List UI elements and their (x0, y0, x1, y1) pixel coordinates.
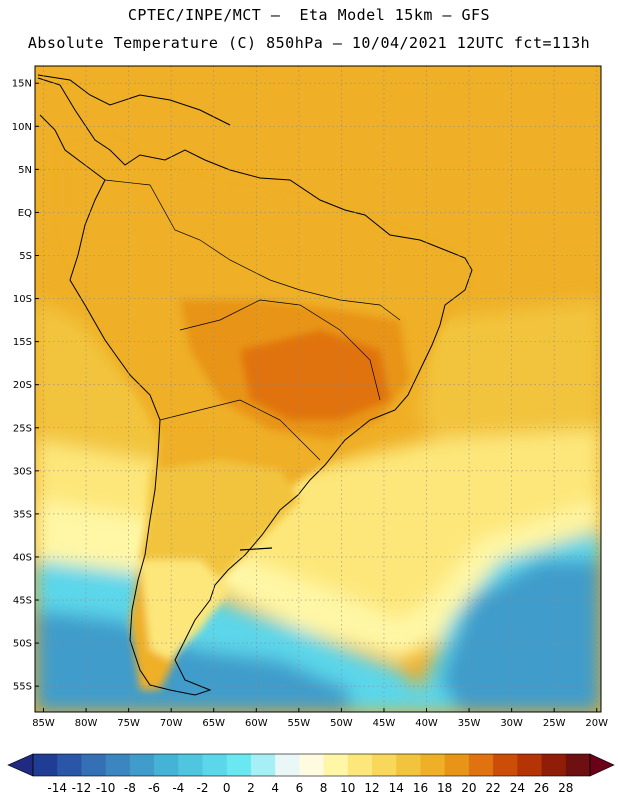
colorbar-label: 4 (271, 781, 279, 795)
southeast-colder-pool (440, 560, 601, 712)
colorbar-label: -4 (172, 781, 184, 795)
country-border-north (104, 179, 401, 321)
longitude-label: 85W (32, 718, 55, 729)
colorbar-swatch (299, 754, 325, 776)
colorbar-swatch (517, 754, 543, 776)
colorbar-swatch (226, 754, 252, 776)
longitude-label: 70W (160, 718, 183, 729)
latitude-label: 35S (13, 509, 32, 520)
colorbar-swatch (372, 754, 397, 776)
colorbar-swatch (275, 754, 300, 776)
colorbar-label: 28 (558, 781, 573, 795)
colorbar-swatch (105, 754, 131, 776)
latitude-label: 15S (13, 337, 32, 348)
colorbar-label: 8 (320, 781, 328, 795)
colorbar-swatch (565, 754, 591, 776)
colorbar-swatch (493, 754, 518, 776)
longitude-label: 65W (202, 718, 225, 729)
southwest-colder-pool (35, 610, 350, 712)
colorbar-label: -14 (47, 781, 67, 795)
colorbar-outline (32, 753, 591, 777)
latitude-label: 10S (13, 294, 32, 305)
colorbar-label: 6 (296, 781, 304, 795)
latitude-label: 20S (13, 380, 32, 391)
country-border-central (179, 299, 381, 401)
longitude-label: 40W (415, 718, 438, 729)
latitude-label: 5N (18, 165, 32, 176)
latitude-label: 25S (13, 423, 32, 434)
longitude-label: 35W (458, 718, 481, 729)
latitude-label: 30S (13, 466, 32, 477)
latitude-label: 15N (12, 79, 32, 90)
colorbar-high-arrow (589, 753, 615, 777)
longitude-label: 80W (75, 718, 98, 729)
colorbar-label: -12 (72, 781, 92, 795)
latitude-label: 40S (13, 552, 32, 563)
latitude-labels: 15N 10N 5N EQ 5S 10S 15S 20S 25S 30S 35S 40S 45S 50S 5… (12, 79, 32, 693)
colorbar-swatch (33, 754, 58, 776)
colorbar-swatch (468, 754, 494, 776)
central-america-coastline (37, 74, 231, 126)
longitude-label: 20W (585, 718, 608, 729)
longitude-labels: 85W 80W 75W 70W 65W 60W 55W 50W 45W 40W 35W 30W 25W 2… (32, 718, 608, 729)
colorbar-swatch (202, 754, 228, 776)
colorbar-swatch (444, 754, 470, 776)
colorbar-label: 10 (340, 781, 355, 795)
colorbar-label: -10 (96, 781, 116, 795)
colorbar-label: 22 (485, 781, 500, 795)
colorbar-label: -8 (124, 781, 136, 795)
colorbar-label: 2 (247, 781, 255, 795)
colorbar-label: 0 (223, 781, 231, 795)
map-subtitle: Absolute Temperature (C) 850hPa – 10/04/… (27, 34, 591, 52)
colorbar-swatch (420, 754, 446, 776)
map-title: CPTEC/INPE/MCT – Eta Model 15km – GFS (127, 6, 491, 24)
colorbar: -14 -12 -10 -8 -6 -4 -2 0 2 4 6 8 10 12 14 16 18 20 22 24 26… (7, 753, 615, 795)
colorbar-swatch (347, 754, 373, 776)
colorbar-swatch (541, 754, 567, 776)
colorbar-swatch (323, 754, 349, 776)
longitude-label: 45W (373, 718, 396, 729)
latitude-label: 50S (13, 639, 32, 650)
colorbar-swatch (154, 754, 179, 776)
longitude-label: 60W (245, 718, 268, 729)
south-america-coastline (37, 77, 473, 696)
colorbar-label: 24 (510, 781, 525, 795)
colorbar-swatch (129, 754, 155, 776)
colorbar-swatch (396, 754, 421, 776)
colorbar-label: -6 (148, 781, 160, 795)
colorbar-label: 14 (389, 781, 404, 795)
colorbar-swatch (250, 754, 276, 776)
longitude-label: 55W (288, 718, 311, 729)
colorbar-label: 18 (437, 781, 452, 795)
land-hot-core (240, 330, 390, 420)
map-field (35, 66, 601, 712)
land-patagonia-shading (140, 560, 230, 660)
colorbar-swatch (178, 754, 204, 776)
longitude-label: 25W (543, 718, 566, 729)
longitude-label: 30W (500, 718, 523, 729)
colorbar-swatch (81, 754, 107, 776)
colorbar-swatch (57, 754, 82, 776)
colorbar-label: 20 (461, 781, 476, 795)
latitude-label: 45S (13, 596, 32, 607)
colorbar-label: 12 (364, 781, 379, 795)
longitude-label: 50W (330, 718, 353, 729)
colorbar-low-arrow (7, 753, 34, 777)
colorbar-label: 26 (534, 781, 549, 795)
graticule (35, 66, 601, 712)
colorbar-label: 16 (413, 781, 428, 795)
longitude-label: 75W (117, 718, 140, 729)
latitude-label: EQ (18, 208, 32, 219)
latitude-label: 10N (12, 122, 32, 133)
latitude-label: 55S (13, 682, 32, 693)
country-border-south (159, 399, 321, 461)
map-frame (34, 65, 602, 713)
colorbar-label: -2 (197, 781, 209, 795)
latitude-label: 5S (19, 251, 32, 262)
